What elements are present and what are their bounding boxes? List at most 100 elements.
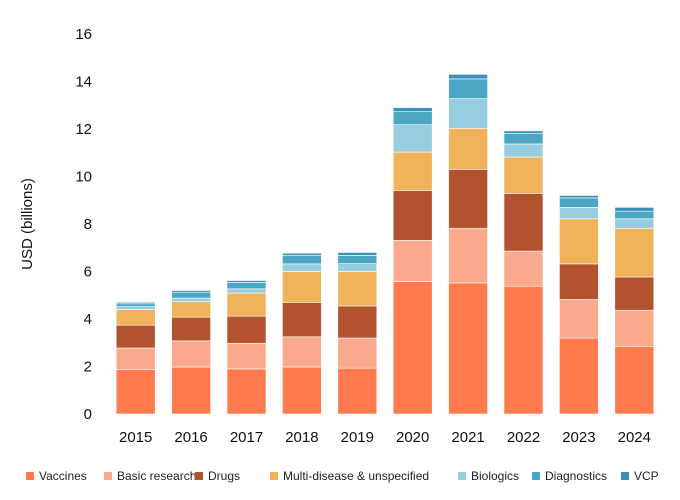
legend-label: Multi-disease & unspecified bbox=[283, 469, 429, 483]
bar-segment-biologics-2024 bbox=[614, 218, 655, 229]
bar-stack-2017 bbox=[226, 280, 267, 415]
bar-stack-2023 bbox=[559, 195, 599, 415]
bar-segment-multi-disease-unspecified-2023 bbox=[559, 218, 599, 265]
bar-segment-vaccines-2018 bbox=[282, 366, 322, 415]
bar-segment-basic-research-2017 bbox=[226, 342, 267, 370]
bar-segment-basic-research-2018 bbox=[282, 336, 322, 368]
bar-segment-diagnostics-2024 bbox=[614, 210, 655, 220]
y-tick-label: 0 bbox=[84, 406, 92, 423]
bar-segment-vcp-2021 bbox=[448, 74, 488, 80]
bar-segment-biologics-2018 bbox=[282, 263, 322, 272]
bar-segment-vcp-2017 bbox=[226, 280, 267, 283]
bar-segment-diagnostics-2015 bbox=[115, 303, 156, 307]
bar-segment-basic-research-2016 bbox=[171, 340, 211, 368]
bar-stack-2015 bbox=[115, 302, 156, 415]
bar-segment-vaccines-2015 bbox=[115, 369, 156, 415]
bar-segment-drugs-2022 bbox=[503, 193, 544, 252]
legend-swatch bbox=[621, 472, 629, 480]
bar-segment-vaccines-2016 bbox=[171, 366, 211, 415]
bar-segment-drugs-2020 bbox=[392, 190, 433, 241]
bar-stack-2018 bbox=[282, 252, 322, 415]
bar-segment-diagnostics-2023 bbox=[559, 197, 599, 208]
x-tick-label: 2020 bbox=[396, 429, 429, 446]
legend-swatch bbox=[458, 472, 466, 480]
bar-segment-drugs-2017 bbox=[226, 315, 267, 344]
bar-segment-diagnostics-2019 bbox=[337, 255, 378, 264]
bar-segment-biologics-2015 bbox=[115, 306, 156, 310]
bar-stack-2022 bbox=[503, 130, 544, 415]
legend-swatch bbox=[104, 472, 112, 480]
y-axis-label: USD (billions) bbox=[19, 178, 36, 270]
bar-segment-biologics-2022 bbox=[503, 143, 544, 158]
bar-segment-vaccines-2019 bbox=[337, 367, 378, 415]
legend-swatch bbox=[532, 472, 540, 480]
y-tick-label: 8 bbox=[84, 216, 92, 233]
bar-segment-multi-disease-unspecified-2022 bbox=[503, 156, 544, 194]
legend-label: VCP bbox=[634, 469, 659, 483]
y-tick-label: 6 bbox=[84, 264, 92, 281]
bar-segment-drugs-2021 bbox=[448, 169, 488, 229]
bar-segment-diagnostics-2021 bbox=[448, 78, 488, 99]
bar-segment-biologics-2023 bbox=[559, 207, 599, 220]
y-tick-label: 14 bbox=[75, 74, 92, 91]
bar-segment-biologics-2021 bbox=[448, 98, 488, 129]
bar-stack-2019 bbox=[337, 252, 378, 415]
legend-item: Drugs bbox=[195, 469, 240, 483]
bar-segment-drugs-2016 bbox=[171, 316, 211, 342]
legend-swatch bbox=[26, 472, 34, 480]
y-tick-label: 2 bbox=[84, 359, 92, 376]
bar-segment-vcp-2018 bbox=[282, 252, 322, 256]
bar-segment-vcp-2015 bbox=[115, 302, 156, 305]
bar-segment-multi-disease-unspecified-2017 bbox=[226, 292, 267, 317]
bar-segment-basic-research-2021 bbox=[448, 227, 488, 284]
bar-segment-vaccines-2022 bbox=[503, 285, 544, 415]
legend-swatch bbox=[195, 472, 203, 480]
legend-label: Basic research bbox=[117, 469, 196, 483]
bar-segment-multi-disease-unspecified-2024 bbox=[614, 227, 655, 278]
bar-segment-vcp-2019 bbox=[337, 252, 378, 256]
bar-segment-basic-research-2022 bbox=[503, 250, 544, 287]
legend-item: Diagnostics bbox=[532, 469, 607, 483]
x-tick-label: 2016 bbox=[174, 429, 207, 446]
bar-segment-multi-disease-unspecified-2015 bbox=[115, 309, 156, 326]
x-tick-label: 2023 bbox=[562, 429, 595, 446]
x-tick-label: 2022 bbox=[507, 429, 540, 446]
x-tick-label: 2024 bbox=[618, 429, 651, 446]
y-tick-label: 10 bbox=[75, 169, 92, 186]
bar-stack-2021 bbox=[448, 74, 488, 415]
bar-segment-drugs-2019 bbox=[337, 305, 378, 339]
bar-segment-basic-research-2015 bbox=[115, 347, 156, 370]
bar-segment-vcp-2016 bbox=[171, 290, 211, 293]
bar-segment-diagnostics-2017 bbox=[226, 282, 267, 290]
legend-label: Drugs bbox=[208, 469, 240, 483]
legend-label: Vaccines bbox=[39, 469, 87, 483]
bar-stack-2020 bbox=[392, 107, 433, 415]
x-tick-label: 2018 bbox=[285, 429, 318, 446]
bars-layer bbox=[115, 74, 655, 415]
x-tick-label: 2017 bbox=[230, 429, 263, 446]
bar-stack-2024 bbox=[614, 207, 655, 415]
bar-segment-basic-research-2019 bbox=[337, 337, 378, 369]
bar-segment-vaccines-2024 bbox=[614, 346, 655, 415]
axis-layer: 0 2 4 6 8 10 12 14 16 2015 2016 2017 2018 2019 2020 202… bbox=[75, 26, 651, 446]
y-tick-label: 16 bbox=[75, 26, 92, 43]
bar-segment-multi-disease-unspecified-2020 bbox=[392, 151, 433, 191]
legend: Vaccines Basic research Drugs Multi-disease… bbox=[26, 469, 659, 483]
legend-label: Diagnostics bbox=[545, 469, 607, 483]
legend-item: Multi-disease & unspecified bbox=[270, 469, 429, 483]
bar-segment-vaccines-2017 bbox=[226, 368, 267, 415]
bar-segment-multi-disease-unspecified-2016 bbox=[171, 301, 211, 318]
x-tick-label: 2015 bbox=[119, 429, 152, 446]
y-tick-label: 12 bbox=[75, 121, 92, 138]
bar-stack-2016 bbox=[171, 290, 211, 415]
bar-segment-multi-disease-unspecified-2021 bbox=[448, 127, 488, 170]
legend-item: Vaccines bbox=[26, 469, 87, 483]
bar-segment-multi-disease-unspecified-2018 bbox=[282, 271, 322, 303]
bar-segment-diagnostics-2016 bbox=[171, 291, 211, 299]
y-tick-label: 4 bbox=[84, 311, 92, 328]
x-tick-label: 2019 bbox=[341, 429, 374, 446]
bar-segment-biologics-2019 bbox=[337, 263, 378, 272]
bar-segment-diagnostics-2022 bbox=[503, 132, 544, 145]
bar-segment-vcp-2022 bbox=[503, 130, 544, 134]
legend-swatch bbox=[270, 472, 278, 480]
